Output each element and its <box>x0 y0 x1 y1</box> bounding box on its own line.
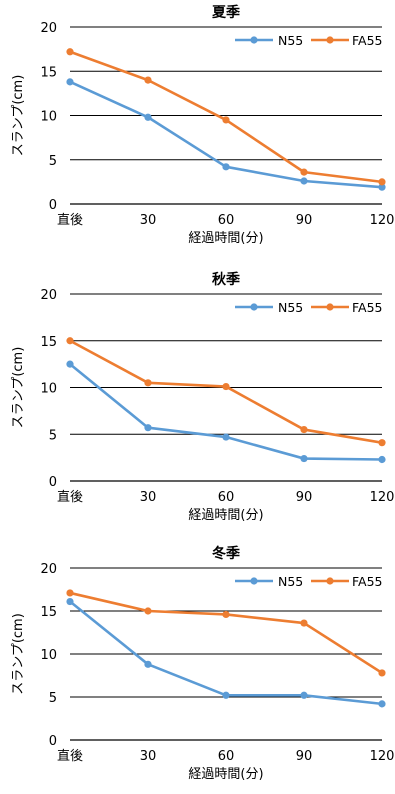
data-point-n55 <box>300 454 308 463</box>
chart-panel-1: 0 5 10 15 20 直後 30 60 90 120 経過時間(分) スランプ(cm) 夏季 N55 F… <box>11 4 394 246</box>
chart-panel-2: 0 5 10 15 20 直後 30 60 90 120 経過時間(分) スランプ(cm) 秋季 N55 F… <box>11 271 394 523</box>
series-line-fa55 <box>69 591 383 675</box>
legend-swatch-marker <box>326 577 334 585</box>
y-tick-label: 15 <box>40 605 57 620</box>
legend-swatch-marker <box>326 303 334 311</box>
chart-title: 夏季 <box>212 4 240 21</box>
x-tick-label: 直後 <box>57 749 83 764</box>
data-point-n55 <box>222 163 230 171</box>
legend-label: N55 <box>278 33 303 48</box>
x-tick-label: 30 <box>140 213 157 228</box>
data-point-fa55 <box>222 610 230 619</box>
legend-label: N55 <box>278 300 303 315</box>
x-tick-label: 90 <box>296 490 313 505</box>
y-tick-label: 15 <box>40 335 57 350</box>
legend-swatch-marker <box>250 577 258 585</box>
y-tick-label: 10 <box>40 648 57 663</box>
data-point-fa55 <box>378 669 386 677</box>
y-axis-label: スランプ(cm) <box>11 613 26 695</box>
x-tick-label: 60 <box>218 749 235 764</box>
data-point-n55 <box>222 433 230 441</box>
y-tick-label: 0 <box>49 734 57 749</box>
y-tick-label: 10 <box>40 382 57 397</box>
legend-label: FA55 <box>352 33 383 48</box>
data-point-fa55 <box>66 337 74 345</box>
y-tick-label: 20 <box>40 288 57 303</box>
x-tick-label: 90 <box>296 749 313 764</box>
data-point-n55 <box>222 691 230 699</box>
y-axis-label: スランプ(cm) <box>11 75 26 157</box>
data-point-fa55 <box>66 48 74 56</box>
data-point-n55 <box>300 691 308 699</box>
data-point-fa55 <box>378 178 386 186</box>
data-point-fa55 <box>66 589 74 597</box>
y-tick-label: 20 <box>40 21 57 36</box>
legend-swatch-marker <box>250 36 258 44</box>
series-line-fa55 <box>69 339 383 444</box>
y-tick-label: 5 <box>49 428 57 443</box>
series-line-n55 <box>69 80 383 189</box>
y-tick-label: 15 <box>40 65 57 80</box>
data-point-n55 <box>378 455 386 464</box>
data-point-n55 <box>144 660 152 668</box>
x-axis-label: 経過時間(分) <box>188 767 263 782</box>
legend-label: FA55 <box>352 300 383 315</box>
data-point-fa55 <box>144 607 152 615</box>
data-point-fa55 <box>222 382 230 391</box>
x-tick-label: 60 <box>218 490 235 505</box>
data-point-n55 <box>300 177 308 185</box>
y-axis-label: スランプ(cm) <box>11 347 26 429</box>
y-tick-label: 5 <box>49 691 57 706</box>
data-point-n55 <box>144 113 152 121</box>
y-tick-label: 0 <box>49 475 57 490</box>
x-axis-label: 経過時間(分) <box>188 508 263 523</box>
legend-swatch-marker <box>326 36 334 44</box>
data-point-n55 <box>66 78 74 86</box>
x-tick-label: 120 <box>370 749 395 764</box>
x-tick-label: 直後 <box>57 490 83 505</box>
chart-title: 冬季 <box>212 545 240 562</box>
legend-swatch-marker <box>250 303 258 311</box>
x-tick-label: 60 <box>218 213 235 228</box>
y-tick-label: 20 <box>40 562 57 577</box>
data-point-n55 <box>66 360 74 368</box>
series-line-n55 <box>69 363 383 461</box>
x-tick-label: 120 <box>370 213 395 228</box>
chart-title: 秋季 <box>212 271 240 288</box>
x-tick-label: 30 <box>140 749 157 764</box>
x-tick-label: 90 <box>296 213 313 228</box>
chart-panel-3: 0 5 10 15 20 直後 30 60 90 120 経過時間(分) スランプ(cm) 冬季 N55 F… <box>11 545 394 782</box>
data-point-n55 <box>378 183 386 191</box>
data-point-fa55 <box>144 76 152 84</box>
y-tick-label: 5 <box>49 154 57 169</box>
y-tick-label: 10 <box>40 110 57 125</box>
x-tick-label: 120 <box>370 490 395 505</box>
x-axis-label: 経過時間(分) <box>188 231 263 246</box>
legend-label: FA55 <box>352 574 383 589</box>
legend-label: N55 <box>278 574 303 589</box>
y-tick-label: 0 <box>49 198 57 213</box>
data-point-fa55 <box>300 619 308 627</box>
x-tick-label: 直後 <box>57 213 83 228</box>
data-point-n55 <box>66 597 74 606</box>
data-point-fa55 <box>378 439 386 447</box>
data-point-n55 <box>144 424 152 432</box>
data-point-fa55 <box>300 168 308 176</box>
x-tick-label: 30 <box>140 490 157 505</box>
data-point-n55 <box>378 700 386 708</box>
data-point-fa55 <box>144 379 152 387</box>
data-point-fa55 <box>222 116 230 124</box>
data-point-fa55 <box>300 425 308 434</box>
